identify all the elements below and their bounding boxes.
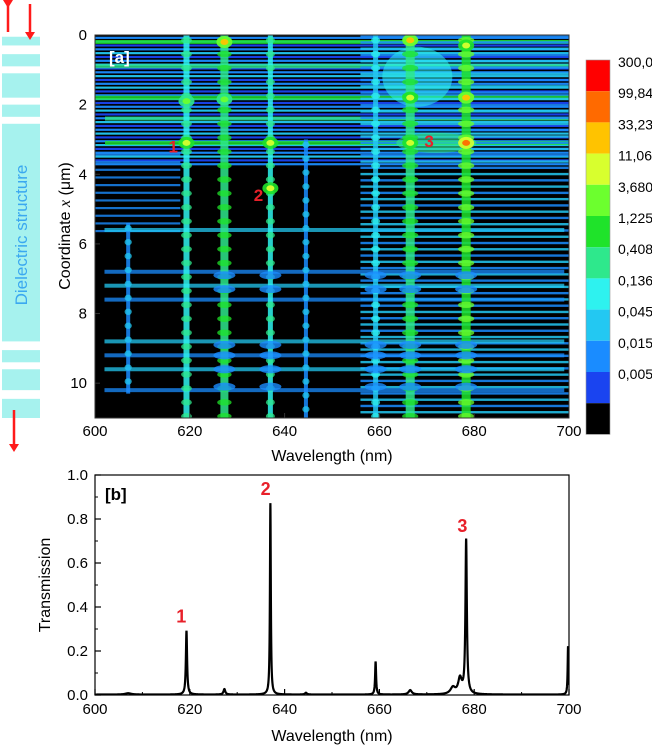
x-tick-label: 640 — [272, 701, 297, 718]
y-tick-label: 0.8 — [67, 511, 88, 528]
dielectric-layer — [2, 104, 40, 117]
colorbar-segment — [586, 372, 610, 404]
colorbar-segment — [586, 247, 610, 279]
chart-b-xlabel: Wavelength (nm) — [271, 728, 392, 745]
chart-b: 600 620 640 660 680 700 0.0 0.2 0.4 0.6 0.8 1.0 1 2 3… — [37, 467, 582, 745]
panel-b-label: [b] — [105, 485, 127, 504]
peak-annotation: 3 — [457, 516, 467, 536]
colorbar-label: 11,06 — [618, 148, 652, 164]
peak-annotation: 2 — [261, 479, 271, 499]
dielectric-layers — [2, 36, 40, 418]
colorbar-segment — [586, 340, 610, 372]
colorbar-segment — [586, 153, 610, 185]
dielectric-layer — [2, 350, 40, 363]
colorbar-segment — [586, 278, 610, 310]
y-tick-label: 6 — [79, 236, 87, 253]
chart-b-annotations: 1 2 3 — [176, 479, 467, 627]
heatmap-frame — [94, 34, 570, 419]
chart-b-frame — [94, 474, 570, 696]
chart-a-ylabel: Coordinate x (μm) — [57, 162, 74, 289]
y-tick-label: 0.0 — [67, 687, 88, 704]
resonance-annotation: 3 — [424, 132, 433, 151]
colorbar-label: 0,005 — [618, 366, 652, 382]
resonance-annotation: 2 — [254, 186, 263, 205]
dielectric-layer — [2, 398, 40, 418]
transmission-series-line — [95, 503, 569, 695]
colorbar-segment — [586, 216, 610, 248]
colorbar-segment — [586, 184, 610, 216]
y-tick-label: 4 — [79, 166, 87, 183]
dielectric-layer — [2, 123, 40, 342]
colorbar-label: 0,136 — [618, 272, 652, 288]
colorbar-segment — [586, 403, 610, 435]
x-tick-label: 700 — [556, 701, 581, 718]
chart-a-xlabel: Wavelength (nm) — [271, 448, 392, 465]
panel-a-label: [a] — [109, 48, 130, 67]
chart-a-annotations: 1 2 3 — [168, 132, 433, 205]
y-tick-label: 8 — [79, 306, 87, 323]
colorbar-label: 1,225 — [618, 210, 652, 226]
colorbar-label: 0,015 — [618, 335, 652, 351]
colorbar: 300,0 99,84 33,23 11,06 3,680 1,225 0,408 0,136… — [585, 54, 652, 435]
x-tick-label: 700 — [556, 423, 581, 440]
dielectric-layer — [2, 73, 40, 98]
colorbar-segment — [586, 122, 610, 154]
x-tick-label: 640 — [272, 423, 297, 440]
colorbar-label: 33,23 — [618, 116, 652, 132]
x-tick-label: 680 — [462, 701, 487, 718]
chart-a-axes: 600 620 640 660 680 700 0 2 4 6 8 10 — [70, 27, 581, 440]
y-tick-label: 0.4 — [67, 599, 88, 616]
x-tick-label: 600 — [82, 423, 107, 440]
y-tick-label: 0 — [79, 27, 87, 44]
colorbar-label: 3,680 — [618, 179, 652, 195]
colorbar-label: 0,408 — [618, 241, 652, 257]
dielectric-layer — [2, 36, 40, 46]
colorbar-segment — [586, 60, 610, 92]
heatmap-field — [95, 35, 569, 418]
colorbar-segment — [586, 91, 610, 123]
x-tick-label: 600 — [82, 701, 107, 718]
dielectric-layer — [2, 54, 40, 67]
x-tick-label: 660 — [367, 701, 392, 718]
dielectric-structure-label: Dielectric structure — [12, 165, 31, 306]
y-tick-label: 0.2 — [67, 643, 88, 660]
colorbar-segment — [586, 309, 610, 341]
y-tick-label: 0.6 — [67, 555, 88, 572]
colorbar-label: 0,045 — [618, 304, 652, 320]
y-tick-label: 1.0 — [67, 467, 88, 484]
y-tick-label: 2 — [79, 97, 87, 114]
resonance-annotation: 1 — [168, 137, 177, 156]
peak-annotation: 1 — [176, 606, 186, 626]
dielectric-structure-panel: Dielectric structure — [0, 0, 42, 452]
chart-b-axes: 600 620 640 660 680 700 0.0 0.2 0.4 0.6 0.8 1.0 — [67, 467, 581, 718]
x-tick-label: 620 — [177, 701, 202, 718]
x-tick-label: 680 — [462, 423, 487, 440]
colorbar-label: 99,84 — [618, 85, 652, 101]
y-tick-label: 10 — [70, 375, 87, 392]
x-tick-label: 620 — [177, 423, 202, 440]
colorbar-label: 300,0 — [618, 54, 652, 70]
chart-b-ylabel: Transmission — [37, 538, 54, 633]
dielectric-layer — [2, 369, 40, 391]
x-tick-label: 660 — [367, 423, 392, 440]
